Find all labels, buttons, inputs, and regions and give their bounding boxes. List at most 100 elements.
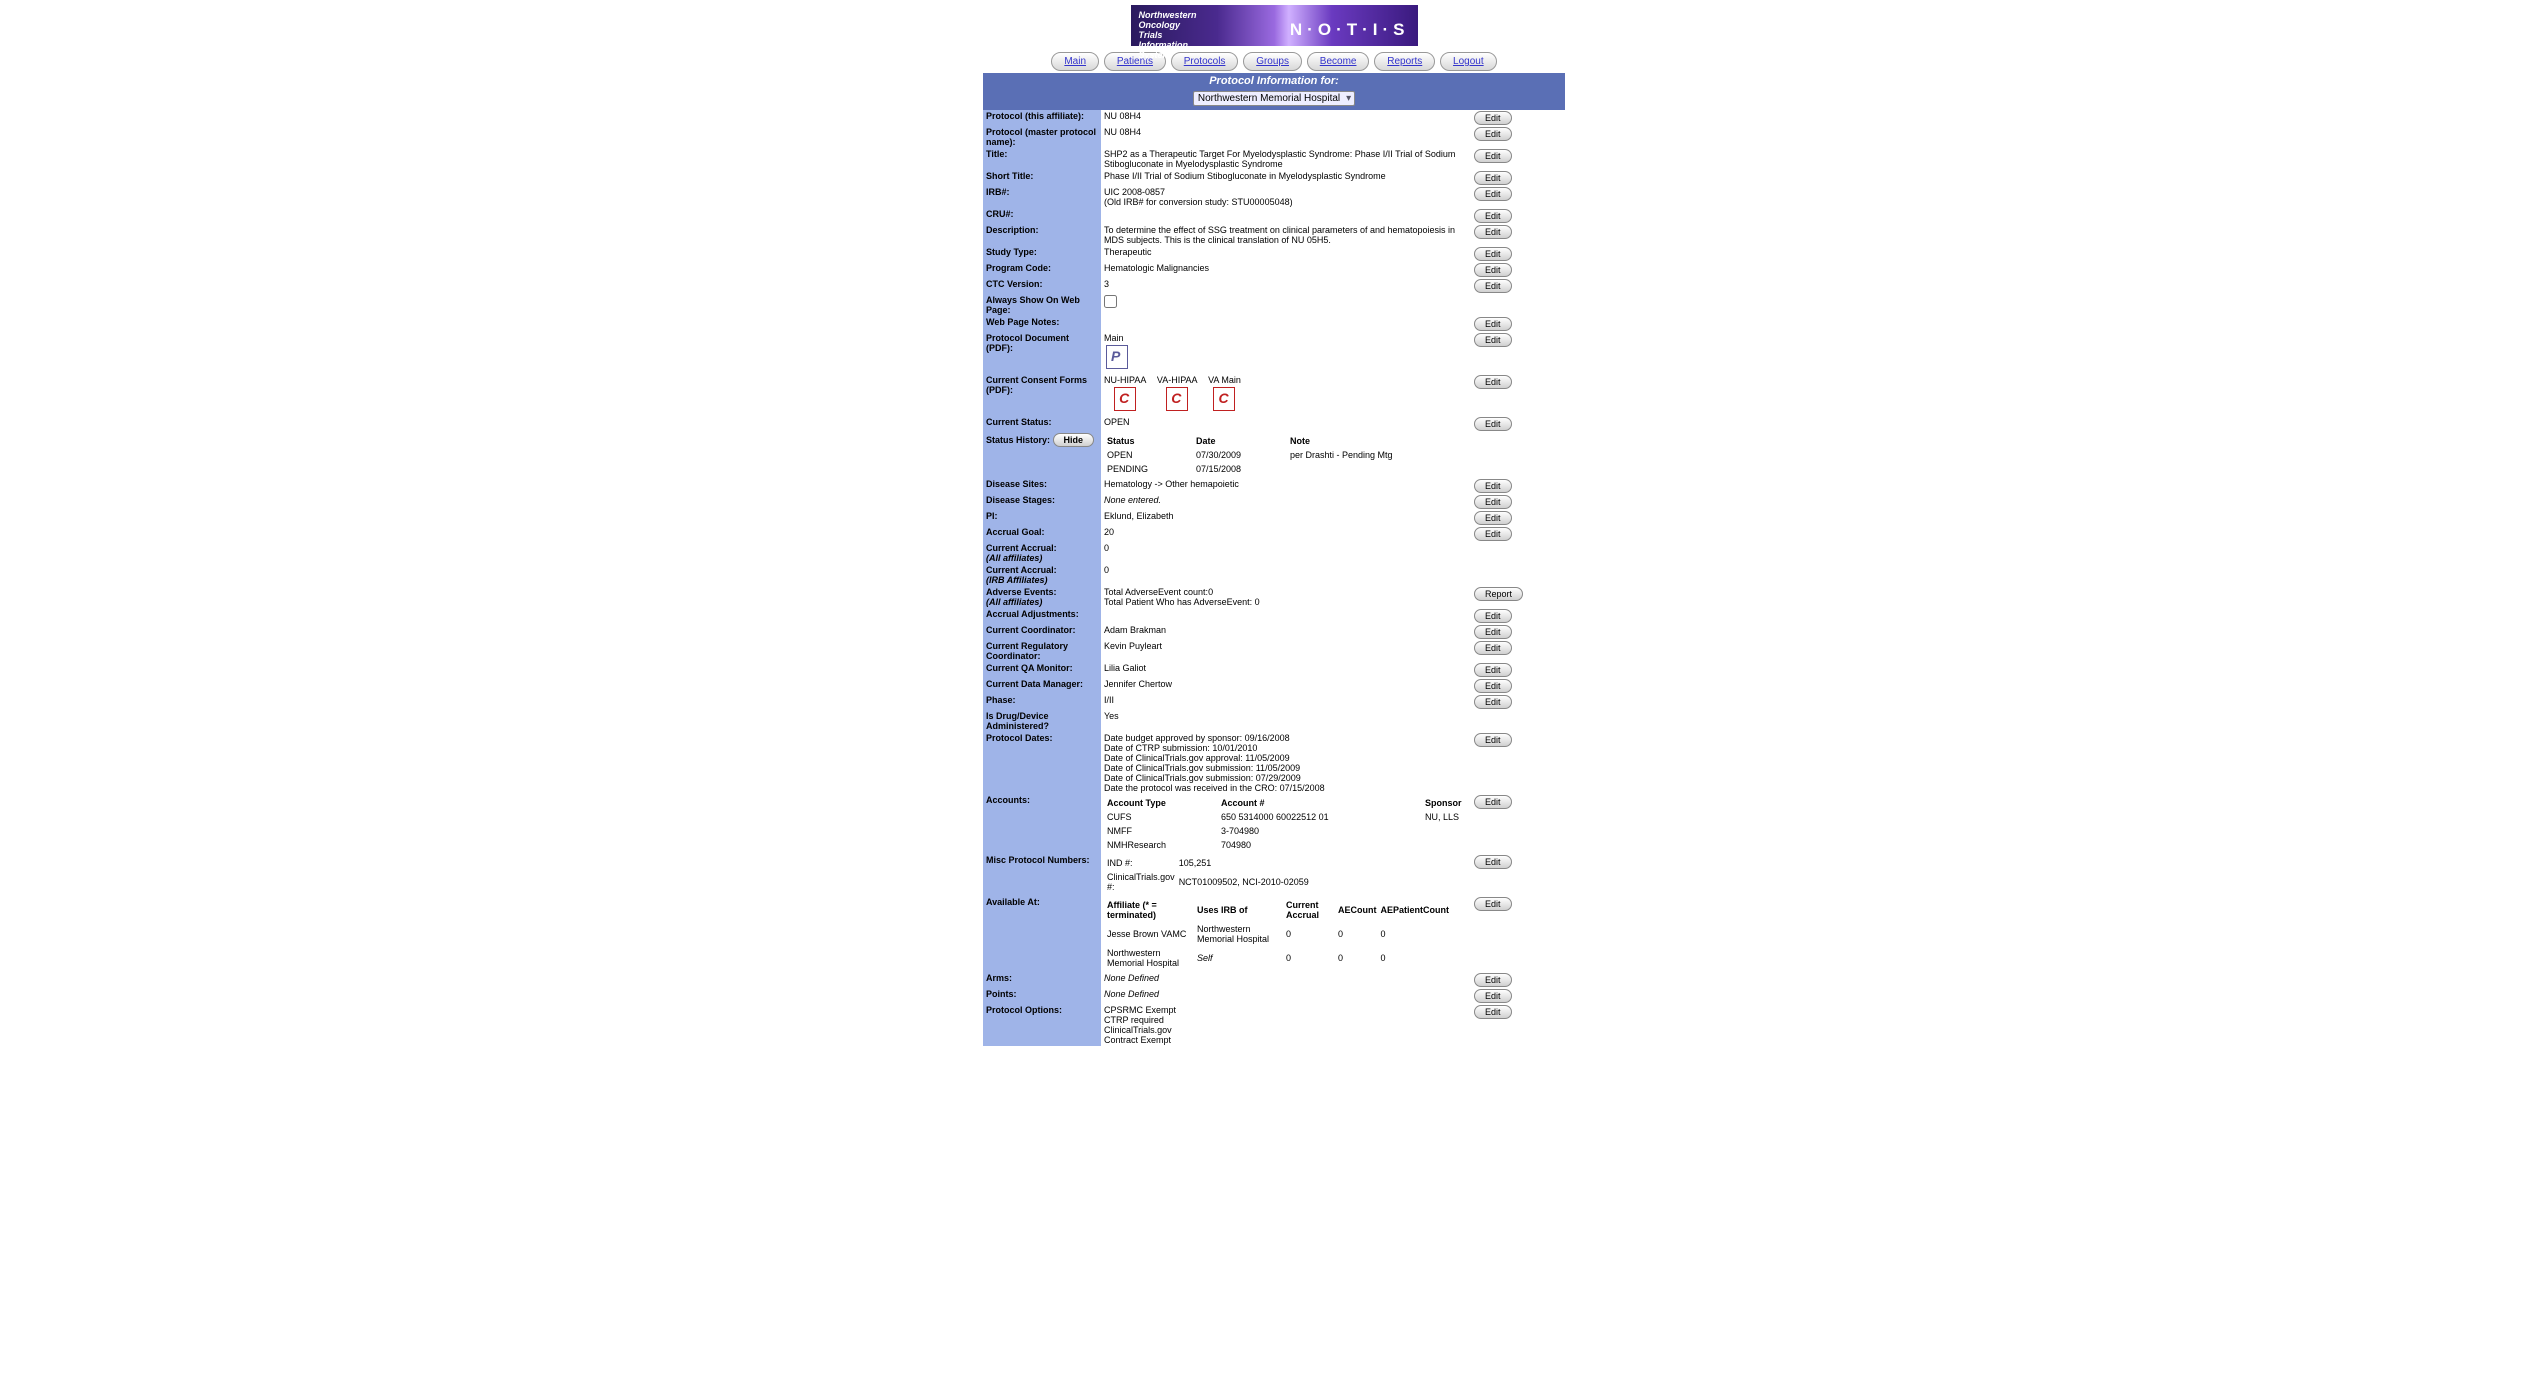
edit-button[interactable]: Edit — [1474, 609, 1512, 623]
edit-button[interactable]: Edit — [1474, 641, 1512, 655]
val-status: OPEN — [1101, 416, 1471, 432]
nav-reports[interactable]: Reports — [1374, 52, 1435, 71]
hide-button[interactable]: Hide — [1053, 433, 1095, 447]
lbl-accrual-adj: Accrual Adjustments: — [983, 608, 1101, 624]
edit-button[interactable]: Edit — [1474, 511, 1512, 525]
lbl-arms: Arms: — [983, 972, 1101, 988]
edit-button[interactable]: Edit — [1474, 187, 1512, 201]
banner-title: Northwestern Oncology Trials Information… — [1139, 11, 1197, 60]
val-accrual-goal: 20 — [1101, 526, 1471, 542]
lbl-reg-coord: Current Regulatory Coordinator: — [983, 640, 1101, 662]
edit-button[interactable]: Edit — [1474, 795, 1512, 809]
lbl-disease-stages: Disease Stages: — [983, 494, 1101, 510]
edit-button[interactable]: Edit — [1474, 171, 1512, 185]
val-always-show — [1101, 294, 1471, 316]
edit-button[interactable]: Edit — [1474, 209, 1512, 223]
nav-become[interactable]: Become — [1307, 52, 1370, 71]
val-options: CPSRMC ExemptCTRP requiredClinicalTrials… — [1101, 1004, 1471, 1046]
edit-button[interactable]: Edit — [1474, 247, 1512, 261]
edit-button[interactable]: Edit — [1474, 989, 1512, 1003]
lbl-consent: Current Consent Forms (PDF): — [983, 374, 1101, 416]
lbl-phase: Phase: — [983, 694, 1101, 710]
lbl-dm: Current Data Manager: — [983, 678, 1101, 694]
val-web-notes — [1101, 316, 1471, 332]
lbl-misc: Misc Protocol Numbers: — [983, 854, 1101, 896]
lbl-program-code: Program Code: — [983, 262, 1101, 278]
val-irb: UIC 2008-0857(Old IRB# for conversion st… — [1101, 186, 1471, 208]
val-qa: Lilia Galiot — [1101, 662, 1471, 678]
lbl-pi: PI: — [983, 510, 1101, 526]
lbl-status: Current Status: — [983, 416, 1101, 432]
edit-button[interactable]: Edit — [1474, 417, 1512, 431]
pdf-icon[interactable] — [1106, 345, 1128, 369]
edit-button[interactable]: Edit — [1474, 333, 1512, 347]
val-desc: To determine the effect of SSG treatment… — [1101, 224, 1471, 246]
edit-button[interactable]: Edit — [1474, 897, 1512, 911]
nav-main[interactable]: Main — [1051, 52, 1099, 71]
val-arms: None Defined — [1101, 972, 1471, 988]
affiliate-bar: Northwestern Memorial Hospital — [983, 89, 1565, 110]
affiliate-select[interactable]: Northwestern Memorial Hospital — [1193, 91, 1355, 106]
lbl-coord: Current Coordinator: — [983, 624, 1101, 640]
val-misc: IND #:105,251 ClinicalTrials.gov #:NCT01… — [1101, 854, 1471, 896]
edit-button[interactable]: Edit — [1474, 855, 1512, 869]
consent-icon[interactable] — [1166, 387, 1188, 411]
val-coord: Adam Brakman — [1101, 624, 1471, 640]
edit-button[interactable]: Edit — [1474, 127, 1512, 141]
val-points: None Defined — [1101, 988, 1471, 1004]
edit-button[interactable]: Edit — [1474, 625, 1512, 639]
edit-button[interactable]: Edit — [1474, 527, 1512, 541]
val-study-type: Therapeutic — [1101, 246, 1471, 262]
always-show-checkbox[interactable] — [1104, 295, 1117, 308]
lbl-curr-accrual-all: Current Accrual:(All affiliates) — [983, 542, 1101, 564]
edit-button[interactable]: Edit — [1474, 479, 1512, 493]
edit-button[interactable]: Edit — [1474, 663, 1512, 677]
edit-button[interactable]: Edit — [1474, 375, 1512, 389]
banner-notis: N·O·T·I·S — [1290, 20, 1410, 40]
edit-button[interactable]: Edit — [1474, 733, 1512, 747]
val-avail: Affiliate (* = terminated)Uses IRB ofCur… — [1101, 896, 1471, 972]
edit-button[interactable]: Edit — [1474, 111, 1512, 125]
val-disease-stages: None entered. — [1101, 494, 1471, 510]
report-button[interactable]: Report — [1474, 587, 1523, 601]
lbl-history: Status History: Hide — [983, 432, 1101, 478]
nav-groups[interactable]: Groups — [1243, 52, 1302, 71]
edit-button[interactable]: Edit — [1474, 225, 1512, 239]
val-ctc: 3 — [1101, 278, 1471, 294]
edit-button[interactable]: Edit — [1474, 1005, 1512, 1019]
lbl-study-type: Study Type: — [983, 246, 1101, 262]
val-phase: I/II — [1101, 694, 1471, 710]
val-curr-accrual-irb: 0 — [1101, 564, 1471, 586]
val-reg-coord: Kevin Puyleart — [1101, 640, 1471, 662]
val-accrual-adj — [1101, 608, 1471, 624]
page-title: Protocol Information for: — [983, 73, 1565, 89]
edit-button[interactable]: Edit — [1474, 695, 1512, 709]
edit-button[interactable]: Edit — [1474, 263, 1512, 277]
val-prot-doc: Main — [1101, 332, 1471, 374]
lbl-accounts: Accounts: — [983, 794, 1101, 854]
nav-logout[interactable]: Logout — [1440, 52, 1497, 71]
val-accounts: Account TypeAccount #Sponsor CUFS650 531… — [1101, 794, 1471, 854]
val-dates: Date budget approved by sponsor: 09/16/2… — [1101, 732, 1471, 794]
edit-button[interactable]: Edit — [1474, 973, 1512, 987]
edit-button[interactable]: Edit — [1474, 279, 1512, 293]
lbl-curr-accrual-irb: Current Accrual:(IRB Affiliates) — [983, 564, 1101, 586]
val-dm: Jennifer Chertow — [1101, 678, 1471, 694]
val-curr-accrual-all: 0 — [1101, 542, 1471, 564]
val-drug: Yes — [1101, 710, 1471, 732]
lbl-qa: Current QA Monitor: — [983, 662, 1101, 678]
lbl-desc: Description: — [983, 224, 1101, 246]
val-history: StatusDateNote OPEN07/30/2009per Drashti… — [1101, 432, 1565, 478]
edit-button[interactable]: Edit — [1474, 317, 1512, 331]
consent-icon[interactable] — [1114, 387, 1136, 411]
lbl-disease-sites: Disease Sites: — [983, 478, 1101, 494]
lbl-title: Title: — [983, 148, 1101, 170]
consent-icon[interactable] — [1213, 387, 1235, 411]
edit-button[interactable]: Edit — [1474, 679, 1512, 693]
val-consent: NU-HIPAA VA-HIPAA VA Main — [1101, 374, 1471, 416]
edit-button[interactable]: Edit — [1474, 495, 1512, 509]
lbl-cru: CRU#: — [983, 208, 1101, 224]
edit-button[interactable]: Edit — [1474, 149, 1512, 163]
lbl-ctc: CTC Version: — [983, 278, 1101, 294]
lbl-web-notes: Web Page Notes: — [983, 316, 1101, 332]
